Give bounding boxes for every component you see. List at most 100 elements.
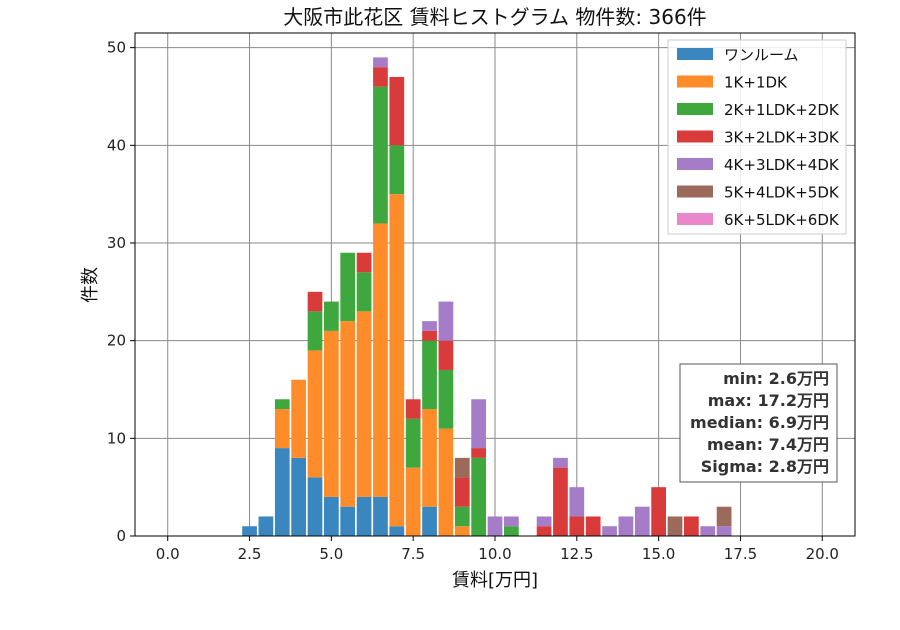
legend: ワンルーム 1K+1DK 2K+1LDK+2DK 3K+2LDK+3DK 4K+3LDK… [667, 39, 847, 235]
bar-1-4 [307, 350, 323, 478]
y-tick-label-0: 0 [116, 527, 126, 545]
legend-label-6: 6K+5LDK+6DK [724, 211, 840, 229]
bar-4-18 [536, 516, 552, 527]
bar-2-5 [324, 301, 339, 331]
bar-0-1 [258, 516, 274, 536]
bar-1-6 [340, 321, 356, 507]
stats-min: min: 2.6万円 [723, 369, 829, 388]
stats-median: median: 6.9万円 [690, 413, 829, 432]
chart-title: 大阪市此花区 賃料ヒストグラム 物件数: 366件 [283, 5, 706, 29]
bar-3-10 [405, 399, 421, 419]
bar-5-29 [716, 506, 732, 527]
x-axis-ticks: 0.0 2.5 5.0 7.5 10.0 12.5 15.0 17.5 20.0 [156, 536, 839, 563]
bar-4-11 [422, 321, 437, 331]
x-axis-label: 賃料[万円] [452, 570, 538, 591]
legend-label-4: 4K+3LDK+4DK [724, 156, 840, 174]
bar-2-6 [340, 252, 356, 322]
bar-4-28 [700, 526, 716, 536]
stats-sigma: Sigma: 2.8万円 [701, 457, 829, 476]
bar-1-7 [356, 311, 372, 497]
bar-4-20 [569, 487, 585, 517]
x-tick-label-1: 2.5 [238, 545, 262, 563]
bar-2-4 [307, 311, 323, 351]
bar-2-14 [471, 457, 486, 536]
bar-4-8 [373, 57, 388, 68]
x-tick-label-2: 5.0 [319, 545, 343, 563]
bar-0-9 [389, 526, 405, 536]
bar-2-11 [422, 340, 437, 410]
x-tick-label-3: 7.5 [401, 545, 425, 563]
y-tick-label-3: 30 [107, 234, 126, 252]
bar-2-10 [405, 418, 421, 468]
legend-label-2: 2K+1LDK+2DK [724, 101, 840, 119]
bar-0-4 [307, 477, 323, 536]
bar-0-5 [324, 496, 339, 536]
bar-2-12 [438, 369, 454, 429]
bar-0-8 [373, 496, 388, 536]
bar-0-3 [291, 457, 306, 536]
bar-1-8 [373, 223, 388, 497]
bar-3-12 [438, 340, 454, 370]
legend-swatch-2 [677, 103, 713, 115]
legend-label-1: 1K+1DK [724, 74, 788, 92]
bar-1-12 [438, 428, 454, 536]
y-tick-label-5: 50 [107, 39, 126, 57]
bar-3-20 [569, 516, 585, 536]
stats-frame [679, 363, 838, 483]
legend-label-0: ワンルーム [724, 46, 799, 64]
bar-5-13 [454, 457, 470, 478]
bar-2-8 [373, 86, 388, 224]
bars-group [242, 57, 732, 536]
bar-1-2 [274, 409, 290, 449]
legend-label-3: 3K+2LDK+3DK [724, 129, 840, 147]
x-tick-label-6: 15.0 [642, 545, 675, 563]
y-tick-label-4: 40 [107, 136, 126, 154]
x-tick-label-7: 17.5 [724, 545, 757, 563]
x-tick-label-5: 12.5 [560, 545, 593, 563]
bar-0-2 [274, 448, 290, 536]
bar-3-19 [553, 467, 568, 536]
bar-4-24 [634, 506, 650, 536]
legend-swatch-0 [677, 48, 713, 60]
bar-3-7 [356, 252, 372, 273]
bar-1-13 [454, 526, 470, 536]
bar-2-2 [274, 399, 290, 410]
y-axis-ticks: 0 10 20 30 40 50 [107, 39, 135, 545]
bar-4-22 [602, 526, 617, 536]
stats-box: min: 2.6万円 max: 17.2万円 median: 6.9万円 mea… [679, 363, 838, 483]
bar-3-27 [684, 516, 699, 536]
x-tick-label-0: 0.0 [156, 545, 180, 563]
bar-3-14 [471, 448, 486, 458]
y-tick-label-2: 20 [107, 332, 126, 350]
legend-swatch-5 [677, 185, 713, 198]
bar-3-8 [373, 67, 388, 87]
bar-3-9 [389, 76, 405, 146]
bar-4-12 [438, 301, 454, 341]
bar-5-26 [667, 516, 683, 536]
bar-2-7 [356, 272, 372, 312]
bar-0-6 [340, 506, 356, 536]
bar-1-10 [405, 467, 421, 536]
bar-1-3 [291, 379, 306, 458]
legend-label-5: 5K+4LDK+5DK [724, 184, 840, 202]
bar-2-13 [454, 506, 470, 527]
y-axis-label: 件数 [80, 267, 101, 303]
stats-mean: mean: 7.4万円 [707, 435, 829, 454]
bar-0-0 [242, 526, 257, 536]
bar-2-9 [389, 145, 405, 195]
bar-3-13 [454, 477, 470, 507]
bar-4-16 [504, 516, 519, 527]
bar-3-18 [536, 526, 552, 536]
bar-4-29 [716, 526, 732, 536]
legend-swatch-4 [677, 158, 713, 170]
bar-3-4 [307, 291, 323, 312]
y-tick-label-1: 10 [107, 429, 126, 447]
bar-4-14 [471, 399, 486, 449]
legend-swatch-6 [677, 213, 713, 225]
bar-0-11 [422, 506, 437, 536]
x-tick-label-4: 10.0 [478, 545, 511, 563]
bar-0-7 [356, 496, 372, 536]
bar-2-16 [504, 526, 519, 536]
bar-4-15 [487, 516, 503, 536]
